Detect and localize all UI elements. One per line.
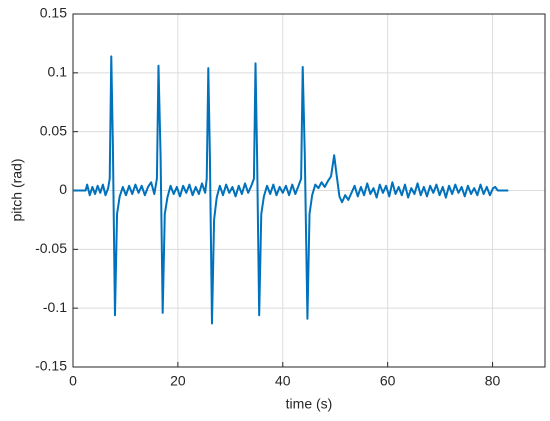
x-tick-label: 20 xyxy=(170,373,186,389)
x-tick-label: 60 xyxy=(380,373,396,389)
x-tick-label: 40 xyxy=(275,373,291,389)
x-tick-label: 0 xyxy=(69,373,77,389)
data-line xyxy=(73,55,509,325)
y-tick-label: -0.15 xyxy=(35,358,67,374)
y-tick-label: -0.1 xyxy=(43,299,67,315)
y-tick-label: 0 xyxy=(59,181,67,197)
y-tick-label: -0.05 xyxy=(35,240,67,256)
y-tick-label: 0.15 xyxy=(40,5,67,21)
y-tick-label: 0.1 xyxy=(48,64,68,80)
y-tick-label: 0.05 xyxy=(40,122,67,138)
x-tick-label: 80 xyxy=(485,373,501,389)
x-axis-label: time (s) xyxy=(286,396,333,412)
y-axis-label: pitch (rad) xyxy=(9,158,25,221)
